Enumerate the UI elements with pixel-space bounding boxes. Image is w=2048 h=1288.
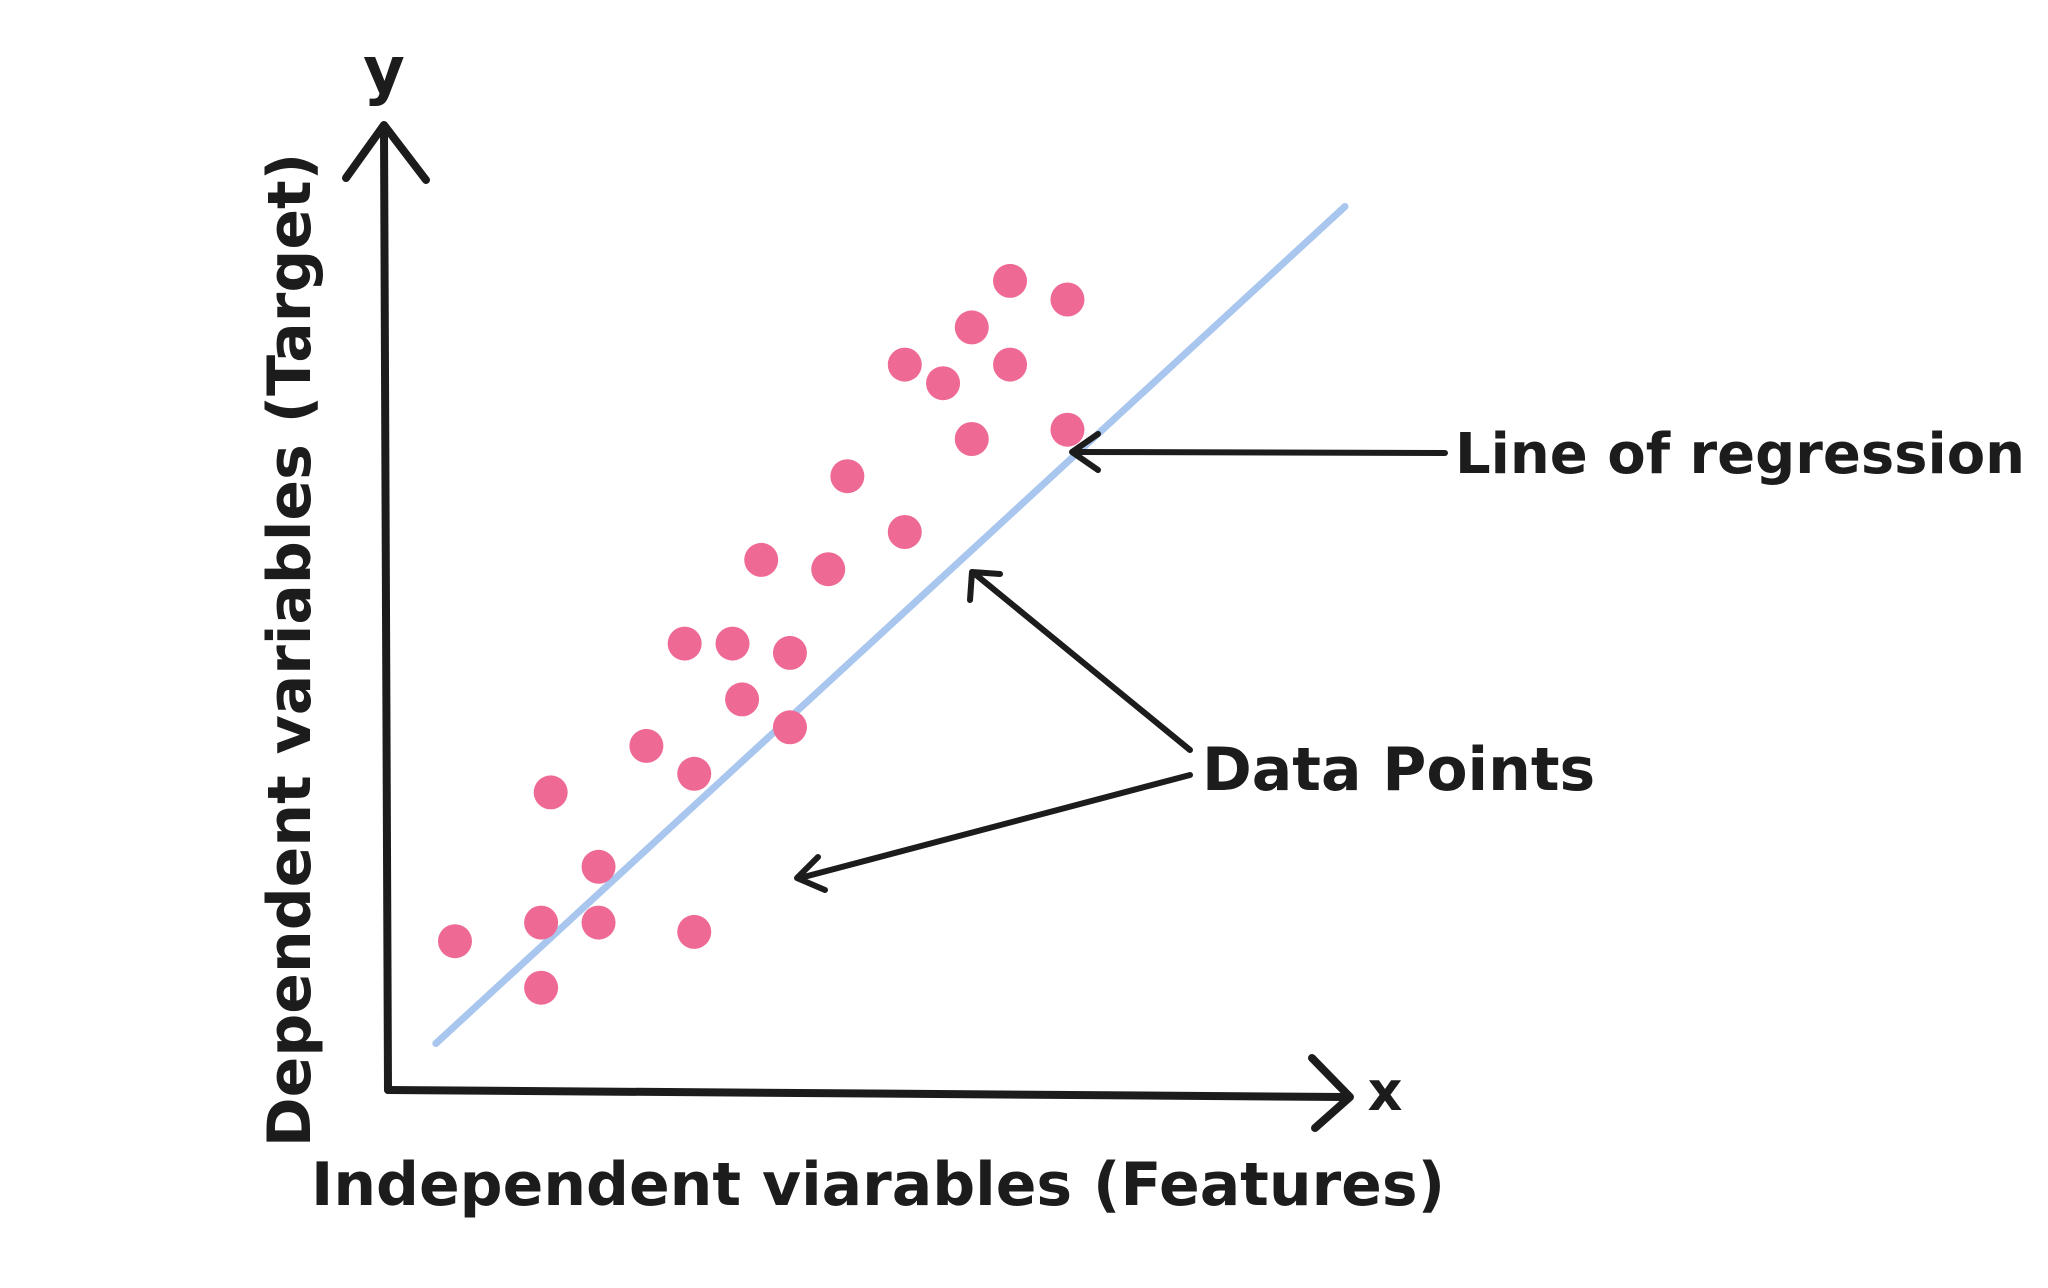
data-point — [524, 970, 559, 1005]
y-axis-letter: y — [363, 34, 405, 108]
x-axis-label: Independent viarables (Features) — [311, 1150, 1445, 1220]
x-axis-letter: x — [1368, 1060, 1403, 1123]
data-point — [677, 914, 712, 949]
regression-pointer-arrow — [1072, 449, 1448, 456]
data-point — [772, 635, 807, 670]
data-points-label: Data Points — [1202, 735, 1595, 805]
data-point — [744, 542, 779, 577]
data-point — [629, 728, 664, 763]
data-point — [524, 905, 559, 940]
data-point — [887, 515, 922, 549]
data-point — [993, 347, 1028, 382]
y-axis-arrowhead — [342, 121, 430, 184]
data-point — [954, 422, 989, 456]
data-point-arrow-lower — [797, 772, 1193, 881]
data-point-arrow-lower-head — [794, 854, 828, 893]
data-point — [677, 756, 712, 791]
data-point — [772, 710, 807, 745]
data-point — [811, 552, 846, 587]
annotations — [794, 431, 1448, 893]
data-point — [1050, 412, 1085, 447]
data-point — [581, 905, 616, 940]
data-point — [725, 682, 760, 717]
data-point-arrow-upper — [972, 571, 1193, 753]
data-point — [1050, 282, 1085, 317]
data-point — [926, 366, 961, 401]
regression-line — [432, 203, 1349, 1047]
data-point — [993, 263, 1028, 298]
axes — [342, 121, 1354, 1132]
y-axis-line — [380, 126, 392, 1094]
data-point-arrow-upper-head — [967, 569, 1003, 603]
x-axis-line — [384, 1086, 1349, 1101]
data-points — [437, 263, 1085, 1005]
data-point — [887, 347, 922, 382]
x-axis-arrowhead — [1308, 1054, 1354, 1132]
y-axis-label: Dependent variables (Target) — [255, 153, 325, 1147]
data-point — [954, 310, 989, 345]
data-point — [581, 849, 616, 884]
regression-label: Line of regression — [1455, 422, 2025, 487]
data-point — [667, 626, 702, 661]
data-point — [533, 775, 568, 810]
data-point — [437, 924, 472, 959]
data-point — [830, 459, 865, 494]
regression-pointer-arrowhead — [1069, 431, 1101, 473]
data-point — [715, 626, 750, 661]
